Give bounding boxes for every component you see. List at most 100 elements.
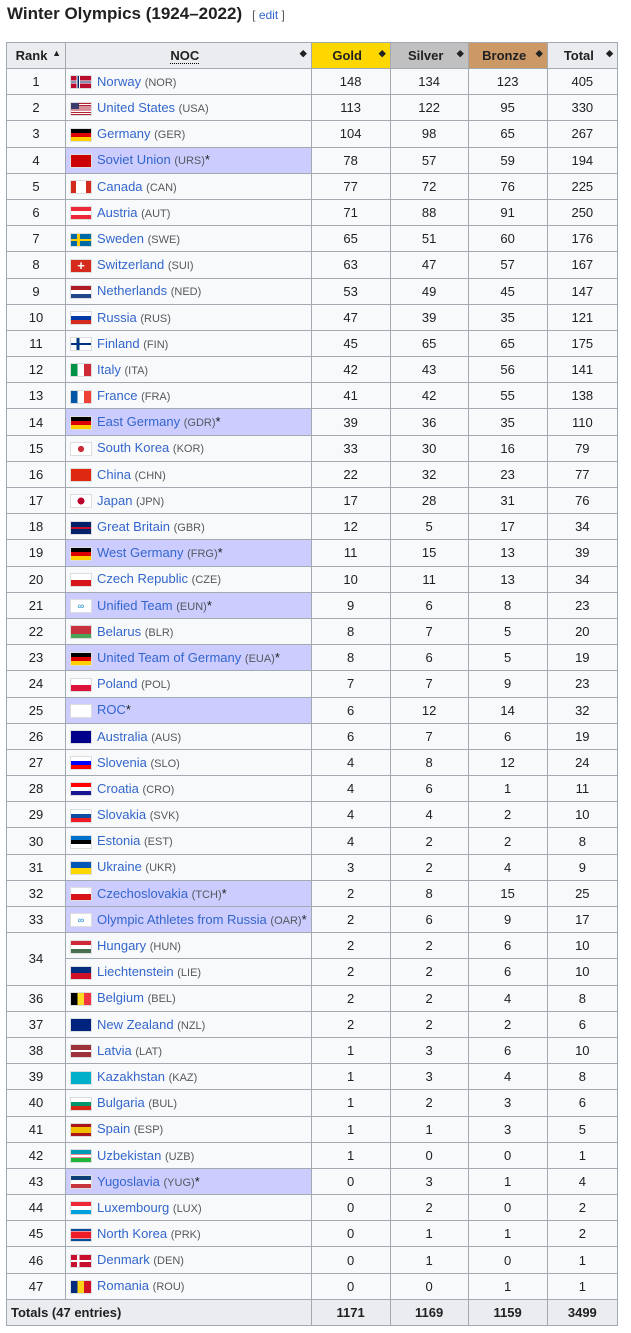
country-link[interactable]: Australia xyxy=(97,728,148,744)
silver-cell: 11 xyxy=(389,565,469,593)
sort-icon[interactable]: ◆ xyxy=(299,48,307,58)
sort-icon[interactable]: ◆ xyxy=(378,48,386,58)
noc-header[interactable]: NOC ◆ xyxy=(65,42,312,69)
country-link[interactable]: South Korea xyxy=(97,440,170,456)
country-link[interactable]: Netherlands xyxy=(97,283,168,299)
country-link[interactable]: Estonia xyxy=(97,833,141,849)
country-link[interactable]: Belgium xyxy=(97,990,144,1006)
rank-cell: 6 xyxy=(6,198,66,227)
table-row: 11 Finland (FIN) 45 65 65 175 xyxy=(6,329,619,358)
country-link[interactable]: West Germany xyxy=(97,545,184,561)
rank-cell: 46 xyxy=(6,1246,66,1274)
country-link[interactable]: Unified Team xyxy=(97,597,173,613)
country-link[interactable]: Romania xyxy=(97,1278,150,1294)
country-link[interactable]: Great Britain xyxy=(97,519,170,534)
rank-cell: 33 xyxy=(6,905,66,934)
country-link[interactable]: China xyxy=(97,466,131,482)
total-cell: 5 xyxy=(546,1115,619,1143)
rank-header[interactable]: Rank ▲ xyxy=(6,42,66,69)
country-link[interactable]: Kazakhstan xyxy=(97,1068,165,1084)
country-link[interactable]: ROC xyxy=(97,702,126,718)
country-code: (YUG) xyxy=(163,1176,195,1189)
noc-cell: + Switzerland (SUI) xyxy=(65,251,312,279)
gold-cell: 71 xyxy=(310,198,391,227)
flag-icon xyxy=(70,1070,92,1085)
bronze-cell: 95 xyxy=(467,94,548,122)
total-cell: 9 xyxy=(546,853,619,881)
rank-cell: 22 xyxy=(6,617,66,646)
flag-icon xyxy=(70,1018,92,1033)
country-link[interactable]: United States xyxy=(97,100,176,115)
country-link[interactable]: Canada xyxy=(97,178,143,194)
medal-table: Rank ▲ NOC ◆ Gold ◆ Silver ◆ Bronze ◆ Total ◆… xyxy=(6,42,619,1326)
country-link[interactable]: Finland xyxy=(97,335,140,351)
country-link[interactable]: Sweden xyxy=(97,230,144,246)
silver-cell: 1 xyxy=(389,1246,469,1274)
noc-cell: Finland (FIN) xyxy=(65,329,312,358)
country-link[interactable]: East Germany xyxy=(97,414,181,430)
country-link[interactable]: Czech Republic xyxy=(97,571,189,587)
country-link[interactable]: Belarus xyxy=(97,623,142,639)
gold-header[interactable]: Gold ◆ xyxy=(310,42,391,69)
silver-cell: 2 xyxy=(389,984,469,1012)
silver-cell: 65 xyxy=(389,329,469,358)
country-link[interactable]: Liechtenstein xyxy=(97,964,174,980)
country-link[interactable]: Slovakia xyxy=(97,807,147,823)
bronze-header[interactable]: Bronze ◆ xyxy=(467,42,548,69)
flag-icon xyxy=(70,206,92,221)
country-code: (USA) xyxy=(178,103,209,115)
country-link[interactable]: France xyxy=(97,388,138,404)
flag-icon xyxy=(70,861,92,875)
country-link[interactable]: Yugoslavia xyxy=(97,1173,160,1189)
country-link[interactable]: Uzbekistan xyxy=(97,1147,162,1163)
country-link[interactable]: Croatia xyxy=(97,780,139,796)
gold-cell: 77 xyxy=(310,172,391,200)
flag-icon xyxy=(70,1201,92,1216)
edit-link[interactable]: edit xyxy=(258,8,279,22)
country-link[interactable]: Hungary xyxy=(97,938,147,953)
country-link[interactable]: Poland xyxy=(97,676,138,692)
country-link[interactable]: Luxembourg xyxy=(97,1199,170,1215)
country-link[interactable]: Italy xyxy=(97,361,121,377)
noc-cell: Ukraine (UKR) xyxy=(65,853,312,881)
country-link[interactable]: Germany xyxy=(97,126,151,142)
silver-header[interactable]: Silver ◆ xyxy=(389,42,469,69)
bronze-cell: 17 xyxy=(467,513,548,541)
rank-cell: 5 xyxy=(6,172,66,200)
bronze-cell: 5 xyxy=(467,617,548,646)
sort-icon[interactable]: ◆ xyxy=(535,48,543,58)
gold-cell: 41 xyxy=(310,382,391,410)
country-link[interactable]: Norway xyxy=(97,73,142,89)
sort-icon[interactable]: ◆ xyxy=(606,48,613,58)
country-link[interactable]: Latvia xyxy=(97,1042,132,1058)
flag-icon xyxy=(70,625,92,640)
total-cell: 23 xyxy=(546,591,619,619)
table-row: 26 Australia (AUS) 6 7 6 19 xyxy=(6,722,619,750)
country-link[interactable]: Spain xyxy=(97,1121,131,1137)
sort-icon[interactable]: ◆ xyxy=(456,48,464,58)
country-link[interactable]: Japan xyxy=(97,492,133,508)
country-link[interactable]: United Team of Germany xyxy=(97,649,242,665)
country-link[interactable]: North Korea xyxy=(97,1226,168,1242)
country-link[interactable]: Russia xyxy=(97,309,137,325)
country-link[interactable]: Ukraine xyxy=(97,859,142,875)
country-link[interactable]: Switzerland xyxy=(97,257,165,273)
table-row: 1 Norway (NOR) 148 134 123 405 xyxy=(6,67,619,96)
country-link[interactable]: Austria xyxy=(97,204,138,220)
country-link[interactable]: Soviet Union xyxy=(97,152,171,168)
flag-icon: ∞ xyxy=(70,913,92,928)
rank-cell: 13 xyxy=(6,382,66,410)
country-link[interactable]: Czechoslovakia xyxy=(97,885,189,901)
country-code: (BEL) xyxy=(147,993,176,1006)
country-link[interactable]: Slovenia xyxy=(97,754,147,770)
rank-cell: 2 xyxy=(6,94,66,122)
country-link[interactable]: Denmark xyxy=(97,1252,150,1268)
country-code: (LIE) xyxy=(177,967,202,980)
rank-cell: 12 xyxy=(6,356,66,384)
total-header[interactable]: Total ◆ xyxy=(546,42,619,69)
country-link[interactable]: New Zealand xyxy=(97,1016,174,1032)
silver-cell: 51 xyxy=(389,225,469,253)
country-link[interactable]: Bulgaria xyxy=(97,1095,145,1111)
country-link[interactable]: Olympic Athletes from Russia xyxy=(97,911,267,927)
sort-icon[interactable]: ▲ xyxy=(52,48,61,58)
